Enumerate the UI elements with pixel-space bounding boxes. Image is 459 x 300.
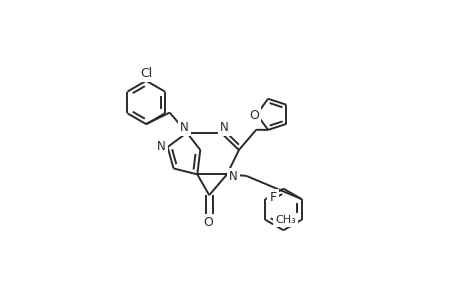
Text: CH₃: CH₃: [274, 215, 296, 225]
Text: O: O: [203, 216, 213, 229]
Text: N: N: [229, 170, 237, 183]
Text: N: N: [180, 121, 189, 134]
Text: N: N: [157, 140, 165, 153]
Text: O: O: [249, 109, 259, 122]
Text: N: N: [219, 121, 228, 134]
Text: F: F: [269, 191, 276, 204]
Text: Cl: Cl: [140, 67, 152, 80]
